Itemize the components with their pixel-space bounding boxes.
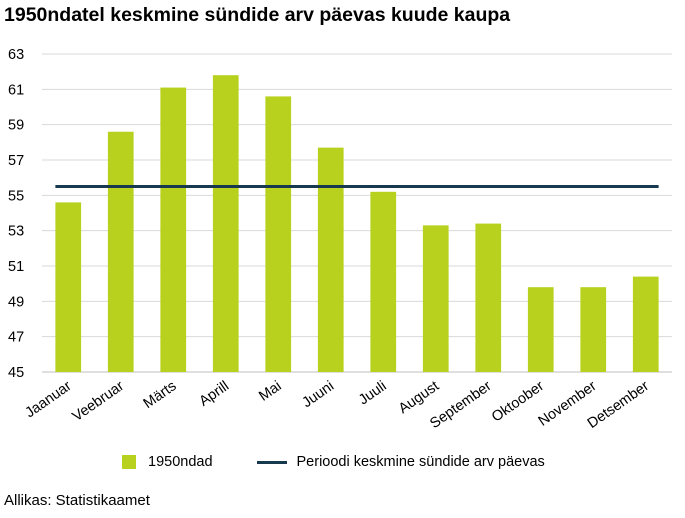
x-tick-label: Jaanuar xyxy=(22,378,74,421)
x-tick-label: August xyxy=(396,378,442,417)
x-tick-label: Juuni xyxy=(299,378,337,411)
legend-item-line: Perioodi keskmine sündide arv päevas xyxy=(256,454,545,470)
y-tick-label: 47 xyxy=(8,330,24,346)
bar xyxy=(527,287,554,372)
x-tick-label: Märts xyxy=(141,378,180,412)
bar xyxy=(370,191,397,372)
y-tick-label: 63 xyxy=(8,47,24,63)
bar xyxy=(107,131,134,372)
y-tick-label: 59 xyxy=(8,118,24,134)
y-tick-label: 57 xyxy=(8,153,24,169)
bar xyxy=(317,147,344,372)
bars xyxy=(55,75,659,373)
legend-label-line: Perioodi keskmine sündide arv päevas xyxy=(296,454,545,470)
bar xyxy=(160,87,187,373)
chart-title: 1950ndatel keskmine sündide arv päevas k… xyxy=(4,4,511,26)
bar xyxy=(632,276,659,372)
y-tick-label: 53 xyxy=(8,224,24,240)
gridlines xyxy=(42,53,672,373)
bar xyxy=(265,96,292,373)
y-tick-label: 45 xyxy=(8,365,24,381)
y-tick-label: 55 xyxy=(8,188,24,204)
legend: 1950ndad Perioodi keskmine sündide arv p… xyxy=(122,452,589,472)
y-tick-label: 51 xyxy=(8,259,24,275)
legend-item-bars: 1950ndad xyxy=(122,454,213,470)
x-tick-label: Mai xyxy=(256,378,284,405)
y-axis-ticks: 45 47 49 51 53 55 57 59 61 63 xyxy=(8,47,24,381)
x-tick-label: Aprill xyxy=(196,378,232,410)
bar xyxy=(580,287,607,372)
source-note: Allikas: Statistikaamet xyxy=(4,492,150,509)
bar xyxy=(475,223,502,372)
x-tick-label: Veebruar xyxy=(70,378,128,425)
bar xyxy=(55,202,82,372)
legend-swatch-line xyxy=(256,460,287,464)
x-tick-label: Juuli xyxy=(356,378,390,408)
y-tick-label: 49 xyxy=(8,294,24,310)
bar xyxy=(212,75,239,372)
legend-swatch-bar xyxy=(122,455,136,469)
legend-label-bars: 1950ndad xyxy=(148,454,213,470)
y-tick-label: 61 xyxy=(8,82,24,98)
bar xyxy=(422,225,449,372)
